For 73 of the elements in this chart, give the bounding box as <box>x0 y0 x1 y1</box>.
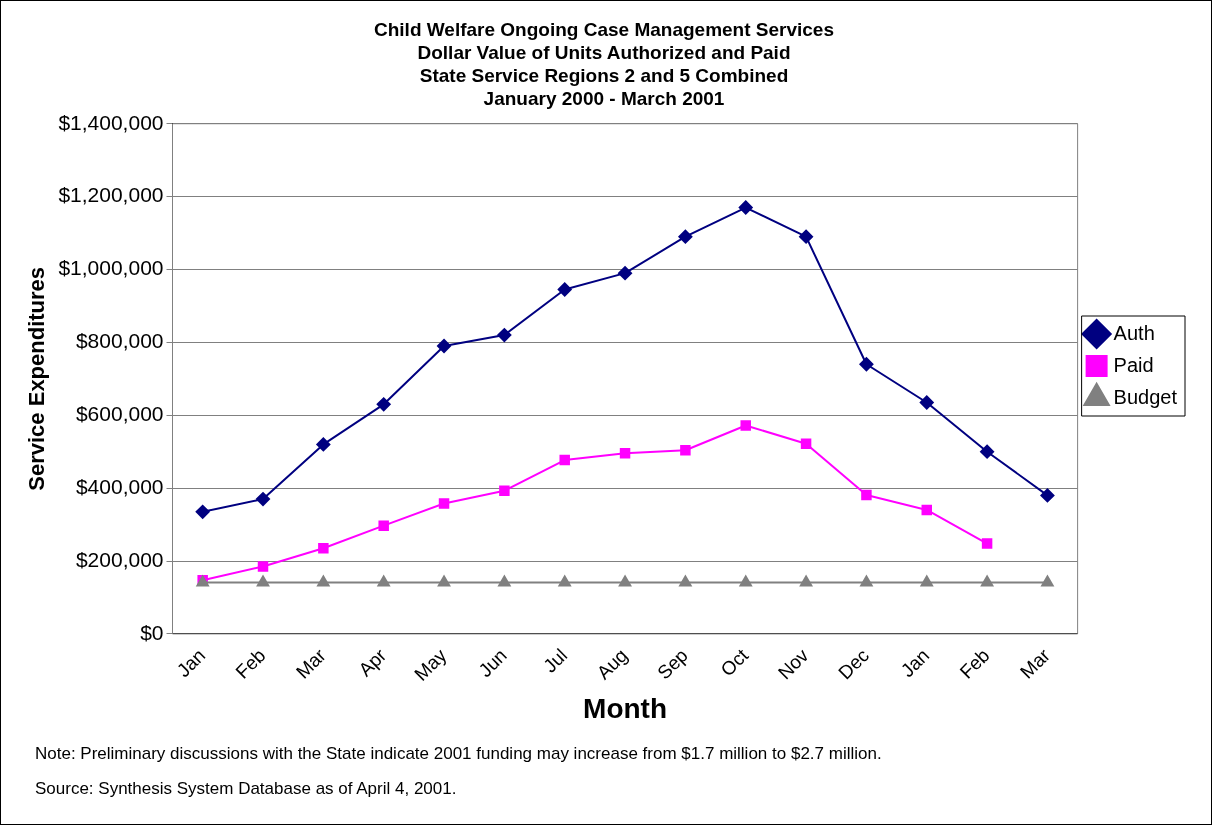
x-axis-title: Month <box>583 692 668 724</box>
point <box>318 543 329 554</box>
point <box>678 229 693 244</box>
y-tick-label: $600,000 <box>75 402 164 426</box>
point <box>497 328 512 343</box>
point <box>619 447 631 459</box>
point <box>859 357 874 372</box>
y-tick-label: $800,000 <box>75 329 164 353</box>
text: Note: Preliminary discussions with the State indicate 2001 funding may increase from $1.7 million to $2.7 million. <box>35 743 882 765</box>
point <box>799 229 814 244</box>
x-tick-label: Apr <box>354 644 391 681</box>
point <box>618 575 632 587</box>
x-tick-label: Nov <box>773 644 813 684</box>
point <box>799 575 813 587</box>
point <box>861 489 872 501</box>
x-tick-label: Oct <box>716 644 753 681</box>
y-tick-label: $1,400,000 <box>58 110 164 134</box>
y-axis-title: Service Expenditures <box>24 266 50 491</box>
x-tick-label: Feb <box>231 644 270 683</box>
point <box>920 575 933 587</box>
point <box>438 498 450 509</box>
x-tick-label: Jul <box>539 644 572 677</box>
legend-label: Paid <box>1113 353 1154 376</box>
point <box>740 420 751 431</box>
legend-label: Budget <box>1113 385 1178 408</box>
point <box>981 538 993 549</box>
y-tick-label: $400,000 <box>75 474 164 498</box>
point <box>437 575 451 587</box>
x-tick-label: Mar <box>291 644 331 683</box>
x-tick-label: Dec <box>834 644 873 684</box>
point <box>256 575 270 587</box>
point <box>559 454 570 466</box>
point <box>316 437 331 452</box>
y-tick-label: $1,000,000 <box>58 256 164 280</box>
point <box>618 266 633 281</box>
point <box>376 397 391 412</box>
x-tick-label: Aug <box>592 644 632 684</box>
x-tick-label: Mar <box>1015 644 1055 683</box>
y-tick-label: $200,000 <box>75 547 164 571</box>
x-tick-label: Jan <box>172 644 210 682</box>
point <box>980 444 995 459</box>
legend-label: Auth <box>1113 321 1155 344</box>
point <box>377 575 390 587</box>
point <box>378 520 389 531</box>
y-tick-label: $1,200,000 <box>58 183 164 207</box>
point <box>738 200 753 215</box>
point <box>919 395 934 410</box>
point <box>195 504 210 519</box>
point <box>557 282 572 297</box>
x-tick-label: Jan <box>896 644 934 682</box>
point <box>1040 488 1055 503</box>
point <box>921 504 932 516</box>
point <box>800 438 812 449</box>
point <box>256 492 271 507</box>
point <box>980 575 994 587</box>
point <box>680 444 691 456</box>
chart-title: Child Welfare Ongoing Case Management Services Dollar Value of Units Authorized and Paid State Service Regions 2 and 5 Combined January 2000 - March 2001 <box>374 18 834 110</box>
point <box>498 575 511 587</box>
point <box>679 575 692 587</box>
point <box>558 575 571 587</box>
point <box>1041 575 1054 587</box>
point <box>499 485 510 496</box>
x-tick-label: May <box>410 644 451 685</box>
point <box>860 575 873 587</box>
y-tick-label: $0 <box>140 620 164 644</box>
point <box>437 339 452 354</box>
x-tick-label: Feb <box>955 644 994 683</box>
x-tick-label: Sep <box>653 644 692 684</box>
point <box>317 575 330 587</box>
point <box>739 575 752 587</box>
x-tick-label: Jun <box>474 644 511 682</box>
source-note: Source: Synthesis System Database as of April 4, 2001. <box>35 778 458 800</box>
point <box>257 561 269 572</box>
